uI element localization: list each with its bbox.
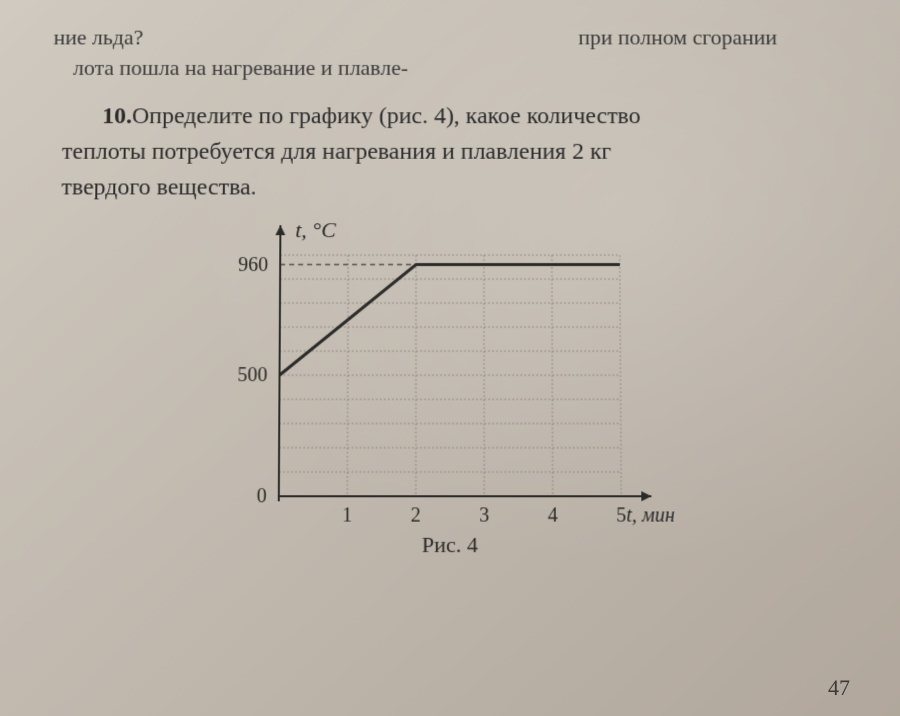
- partial-previous-text: ние льда? при полном сгорании лота пошла …: [43, 23, 857, 84]
- svg-text:5: 5: [616, 504, 626, 526]
- svg-text:Рис. 4: Рис. 4: [422, 532, 478, 557]
- svg-text:2: 2: [411, 504, 421, 526]
- problem-number: 10.: [102, 103, 132, 129]
- problem-text: 10.Определите по графику (рис. 4), какое…: [41, 98, 858, 205]
- svg-text:4: 4: [548, 504, 558, 526]
- svg-text:t, мин: t, мин: [626, 504, 675, 526]
- page-number: 47: [828, 675, 850, 701]
- problem-line1: Определите по графику (рис. 4), какое ко…: [132, 103, 641, 129]
- svg-text:3: 3: [479, 504, 489, 526]
- partial-line2: лота пошла на нагревание и плавле-: [43, 53, 797, 83]
- problem-line2: теплоты потребуется для нагревания и пла…: [62, 134, 839, 170]
- svg-text:t, °C: t, °C: [295, 218, 336, 242]
- svg-text:0: 0: [257, 485, 267, 507]
- svg-text:500: 500: [237, 364, 267, 386]
- chart-svg: 0 500 960 1 2 3 4 5 t, °C t, мин Рис. 4: [187, 215, 712, 577]
- partial-line1: при полном сгорании: [578, 25, 777, 50]
- chart-figure: 0 500 960 1 2 3 4 5 t, °C t, мин Рис. 4: [187, 215, 712, 577]
- partial-line0: ние льда?: [43, 23, 143, 53]
- problem-line3: твердого вещества.: [61, 169, 838, 205]
- svg-text:960: 960: [238, 253, 268, 275]
- svg-text:1: 1: [342, 504, 352, 526]
